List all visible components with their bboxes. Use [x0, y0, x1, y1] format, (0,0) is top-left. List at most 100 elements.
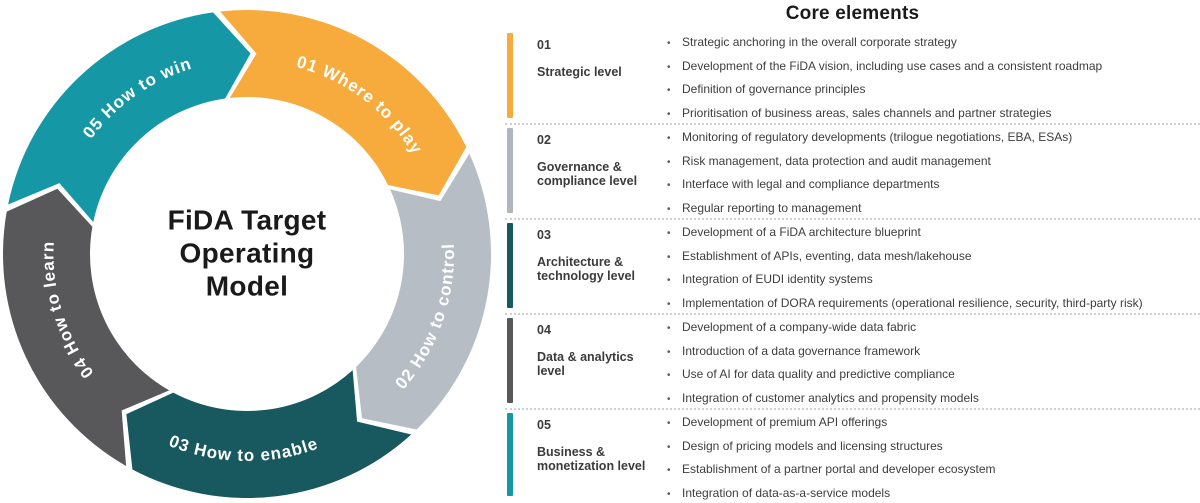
wheel-center-title-line: Model: [205, 270, 289, 302]
section-label: 02 Governance & compliance level: [537, 126, 655, 217]
bullet-text: Risk management, data protection and aud…: [682, 153, 991, 168]
section-number: 04: [537, 323, 551, 337]
bullet-icon: •: [667, 85, 671, 96]
section-number: 03: [537, 228, 551, 242]
bullet-item: • Integration of data-as-a-service models: [665, 485, 1200, 501]
bullet-text: Definition of governance principles: [682, 82, 866, 96]
wheel-segment-04: [3, 188, 170, 466]
section-bullet-list: • Development of a company-wide data fabr…: [655, 316, 1200, 407]
wheel-center-title-line: Operating: [179, 237, 315, 269]
bullet-item: • Introduction of a data governance frame…: [665, 343, 1200, 359]
bullet-text: Strategic anchoring in the overall corpo…: [682, 35, 957, 49]
wheel-segment-02: [356, 153, 491, 430]
section-number: 05: [537, 418, 551, 432]
bullet-icon: •: [667, 228, 671, 239]
bullet-item: • Development of a FiDA architecture blue…: [665, 226, 1200, 240]
bullet-text: Regular reporting to management: [682, 200, 862, 215]
section-label: 04 Data & analytics level: [537, 316, 655, 407]
wheel-center-title-line: FiDA Target: [167, 204, 327, 236]
bullet-item: • Regular reporting to management: [665, 200, 1200, 216]
bullet-text: Interface with legal and compliance depa…: [682, 177, 940, 191]
wheel-segment-05: [8, 12, 251, 223]
bullet-item: • Establishment of APIs, eventing, data m…: [665, 248, 1200, 264]
bullet-icon: •: [667, 108, 671, 120]
section-title: Architecture & technology level: [537, 255, 635, 283]
wheel-segment-03: [126, 370, 412, 499]
bullet-text: Development of a company-wide data fabri…: [682, 320, 917, 334]
bullet-text: Introduction of a data governance framew…: [682, 343, 921, 358]
bullet-icon: •: [667, 418, 671, 429]
bullet-icon: •: [667, 298, 671, 310]
section-color-bar: [507, 128, 513, 213]
panel-title: Core elements: [785, 3, 920, 24]
bullet-icon: •: [667, 180, 671, 191]
wheel-segment-01: [220, 9, 467, 196]
bullet-icon: •: [667, 275, 671, 286]
bullet-item: • Monitoring of regulatory developments (…: [665, 131, 1200, 145]
bullet-item: • Development of a company-wide data fabr…: [665, 321, 1200, 335]
section-title: Governance & compliance level: [537, 160, 638, 188]
bullet-item: • Integration of customer analytics and p…: [665, 390, 1200, 406]
bullet-text: Implementation of DORA requirements (ope…: [682, 295, 1143, 310]
bullet-item: • Development of the FiDA vision, includi…: [665, 58, 1200, 74]
bullet-text: Integration of data-as-a-service models: [682, 485, 891, 500]
bullet-item: • Implementation of DORA requirements (op…: [665, 295, 1200, 311]
wheel-center-title: FiDA Target Operating Model: [168, 204, 327, 303]
bullet-icon: •: [667, 61, 671, 73]
section-label: 05 Business & monetization level: [537, 411, 655, 500]
bullet-icon: •: [667, 323, 671, 334]
section-bullet-list: • Monitoring of regulatory developments (…: [655, 126, 1200, 217]
bullet-text: Establishment of APIs, eventing, data me…: [682, 248, 972, 263]
section-label: 01 Strategic level: [537, 31, 655, 122]
bullet-icon: •: [667, 346, 671, 358]
section-color-bar: [507, 413, 513, 496]
dotted-separator: [505, 313, 1200, 315]
section-governance-compliance-level: 02 Governance & compliance level • Monito…: [505, 126, 1200, 217]
bullet-icon: •: [667, 133, 671, 144]
section-bullet-list: • Development of a FiDA architecture blue…: [655, 221, 1200, 312]
bullet-icon: •: [667, 156, 671, 168]
bullet-text: Development of a FiDA architecture bluep…: [682, 225, 921, 239]
bullet-text: Development of premium API offerings: [682, 415, 888, 429]
dotted-separator: [505, 218, 1200, 220]
section-title: Strategic level: [537, 65, 622, 79]
section-label: 03 Architecture & technology level: [537, 221, 655, 312]
section-bullet-list: • Strategic anchoring in the overall corp…: [655, 31, 1200, 122]
dotted-separator: [505, 408, 1200, 410]
bullet-text: Development of the FiDA vision, includin…: [682, 58, 1103, 73]
bullet-text: Integration of customer analytics and pr…: [682, 390, 979, 405]
bullet-text: Design of pricing models and licensing s…: [682, 438, 943, 453]
bullet-item: • Design of pricing models and licensing …: [665, 438, 1200, 454]
bullet-text: Monitoring of regulatory developments (t…: [682, 130, 1073, 144]
section-strategic-level: 01 Strategic level • Strategic anchoring …: [505, 31, 1200, 122]
bullet-item: • Integration of EUDI identity systems: [665, 273, 1200, 287]
bullet-item: • Establishment of a partner portal and d…: [665, 463, 1200, 477]
section-business-monetization-level: 05 Business & monetization level • Develo…: [505, 411, 1200, 500]
section-bullet-list: • Development of premium API offerings • D…: [655, 411, 1200, 500]
bullet-text: Establishment of a partner portal and de…: [682, 462, 996, 476]
section-number: 01: [537, 38, 551, 52]
section-color-bar: [507, 223, 513, 308]
section-number: 02: [537, 133, 551, 147]
section-color-bar: [507, 318, 513, 403]
section-title: Business & monetization level: [537, 445, 646, 473]
bullet-item: • Use of AI for data quality and predicti…: [665, 368, 1200, 382]
bullet-icon: •: [667, 441, 671, 453]
bullet-item: • Interface with legal and compliance dep…: [665, 178, 1200, 192]
bullet-item: • Prioritisation of business areas, sales…: [665, 106, 1200, 121]
bullet-text: Use of AI for data quality and predictiv…: [682, 367, 955, 381]
bullet-icon: •: [667, 370, 671, 381]
bullet-icon: •: [667, 465, 671, 476]
bullet-icon: •: [667, 488, 671, 500]
wheel-diagram: 01 Where to play 02 How to control 03 How …: [0, 0, 503, 503]
section-data-analytics-level: 04 Data & analytics level • Development o…: [505, 316, 1200, 407]
section-title: Data & analytics level: [537, 350, 634, 378]
section-color-bar: [507, 33, 513, 118]
bullet-item: • Risk management, data protection and au…: [665, 153, 1200, 169]
bullet-item: • Strategic anchoring in the overall corp…: [665, 36, 1200, 50]
bullet-icon: •: [667, 393, 671, 405]
dotted-separator: [505, 123, 1200, 125]
core-elements-panel: Core elements 01 Strategic level • Strate…: [505, 0, 1200, 503]
